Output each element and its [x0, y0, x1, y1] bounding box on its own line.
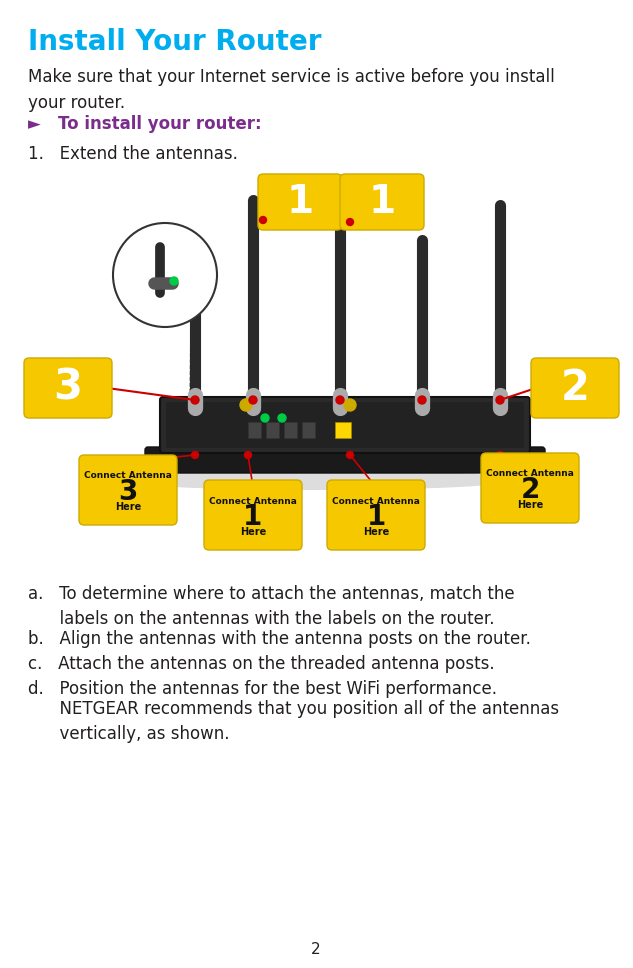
Circle shape: [346, 219, 353, 226]
FancyBboxPatch shape: [340, 174, 424, 230]
FancyBboxPatch shape: [145, 447, 545, 473]
Text: Connect Antenna: Connect Antenna: [332, 497, 420, 505]
Text: 1: 1: [287, 183, 313, 221]
Text: a.   To determine where to attach the antennas, match the
      labels on the an: a. To determine where to attach the ante…: [28, 585, 515, 628]
Circle shape: [278, 414, 286, 422]
Text: Here: Here: [517, 500, 543, 510]
Circle shape: [244, 451, 251, 459]
Circle shape: [260, 217, 266, 224]
Circle shape: [170, 277, 178, 285]
Text: Here: Here: [240, 527, 266, 537]
Text: ►   To install your router:: ► To install your router:: [28, 115, 261, 133]
Text: 1: 1: [243, 503, 263, 531]
Text: d.   Position the antennas for the best WiFi performance.: d. Position the antennas for the best Wi…: [28, 680, 497, 698]
Circle shape: [418, 396, 426, 404]
Circle shape: [496, 396, 504, 404]
FancyBboxPatch shape: [79, 455, 177, 525]
Bar: [284, 422, 297, 438]
Text: Install Your Router: Install Your Router: [28, 28, 322, 56]
Text: 1.   Extend the antennas.: 1. Extend the antennas.: [28, 145, 238, 163]
Circle shape: [191, 396, 199, 404]
Text: b.   Align the antennas with the antenna posts on the router.: b. Align the antennas with the antenna p…: [28, 630, 531, 648]
Bar: [248, 422, 261, 438]
Ellipse shape: [116, 470, 516, 490]
Circle shape: [240, 399, 252, 411]
Text: Make sure that your Internet service is active before you install
your router.: Make sure that your Internet service is …: [28, 68, 555, 112]
Text: 3: 3: [54, 367, 82, 409]
Circle shape: [346, 451, 353, 459]
FancyBboxPatch shape: [160, 397, 530, 453]
Circle shape: [249, 396, 257, 404]
FancyBboxPatch shape: [258, 174, 342, 230]
FancyBboxPatch shape: [531, 358, 619, 418]
Text: 3: 3: [118, 478, 138, 506]
Text: 1: 1: [367, 503, 385, 531]
Text: 2: 2: [311, 943, 321, 957]
Bar: [266, 422, 279, 438]
Text: NETGEAR recommends that you position all of the antennas
      vertically, as sh: NETGEAR recommends that you position all…: [28, 700, 559, 743]
Text: Here: Here: [363, 527, 389, 537]
Text: 2: 2: [561, 367, 589, 409]
Text: c.   Attach the antennas on the threaded antenna posts.: c. Attach the antennas on the threaded a…: [28, 655, 494, 673]
Text: Connect Antenna: Connect Antenna: [209, 497, 297, 505]
Bar: [335, 422, 351, 438]
Text: 1: 1: [368, 183, 396, 221]
Circle shape: [344, 399, 356, 411]
FancyBboxPatch shape: [204, 480, 302, 550]
Text: Here: Here: [115, 502, 141, 512]
Circle shape: [336, 396, 344, 404]
FancyBboxPatch shape: [327, 480, 425, 550]
FancyBboxPatch shape: [24, 358, 112, 418]
Circle shape: [496, 451, 503, 459]
Bar: [302, 422, 315, 438]
Circle shape: [261, 414, 269, 422]
Text: 2: 2: [520, 476, 540, 504]
FancyBboxPatch shape: [166, 402, 524, 448]
FancyBboxPatch shape: [481, 453, 579, 523]
Text: Connect Antenna: Connect Antenna: [84, 471, 172, 480]
Text: Connect Antenna: Connect Antenna: [486, 469, 574, 478]
Circle shape: [113, 223, 217, 327]
Circle shape: [192, 451, 199, 459]
